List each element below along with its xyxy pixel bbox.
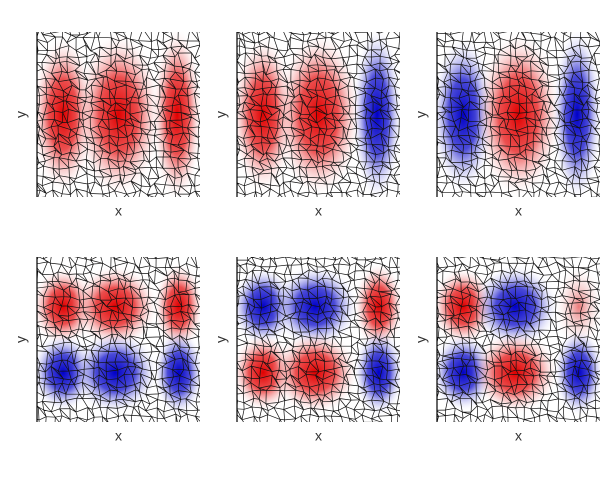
mode-lobe xyxy=(271,330,359,415)
y-axis-label: y xyxy=(13,336,29,343)
panel-field xyxy=(237,32,400,197)
panel-field xyxy=(37,257,200,422)
mode-lobe xyxy=(152,32,200,197)
mode-lobe xyxy=(75,32,162,197)
x-axis-label: x xyxy=(115,203,122,219)
panel: xy xyxy=(13,32,200,219)
x-axis-label: x xyxy=(315,203,322,219)
mode-lobe xyxy=(71,330,159,415)
mode-lobe xyxy=(471,330,559,415)
panel-field xyxy=(237,257,400,422)
mesh xyxy=(237,257,400,422)
panel: xy xyxy=(213,257,400,444)
y-axis-label: y xyxy=(213,336,229,343)
panel-field xyxy=(37,32,200,197)
mesh xyxy=(437,257,600,422)
y-axis-label: y xyxy=(13,111,29,118)
y-axis-label: y xyxy=(413,111,429,118)
x-axis-label: x xyxy=(315,428,322,444)
mesh xyxy=(37,257,200,422)
mode-lobe xyxy=(271,264,359,349)
mode-lobe xyxy=(352,32,400,197)
y-axis-label: y xyxy=(413,336,429,343)
mesh xyxy=(437,32,600,197)
x-axis-label: x xyxy=(515,428,522,444)
mesh xyxy=(37,32,200,197)
panel: xy xyxy=(213,32,400,219)
panel: xy xyxy=(13,257,200,444)
panel: xy xyxy=(413,32,600,219)
y-axis-label: y xyxy=(213,111,229,118)
x-axis-label: x xyxy=(115,428,122,444)
panel-field xyxy=(437,257,600,422)
panel: xy xyxy=(413,257,600,444)
mode-lobe xyxy=(275,32,362,197)
mode-lobe xyxy=(353,262,400,351)
mode-lobe xyxy=(353,328,400,417)
mesh xyxy=(237,32,400,197)
x-axis-label: x xyxy=(515,203,522,219)
panel-field xyxy=(437,32,600,197)
